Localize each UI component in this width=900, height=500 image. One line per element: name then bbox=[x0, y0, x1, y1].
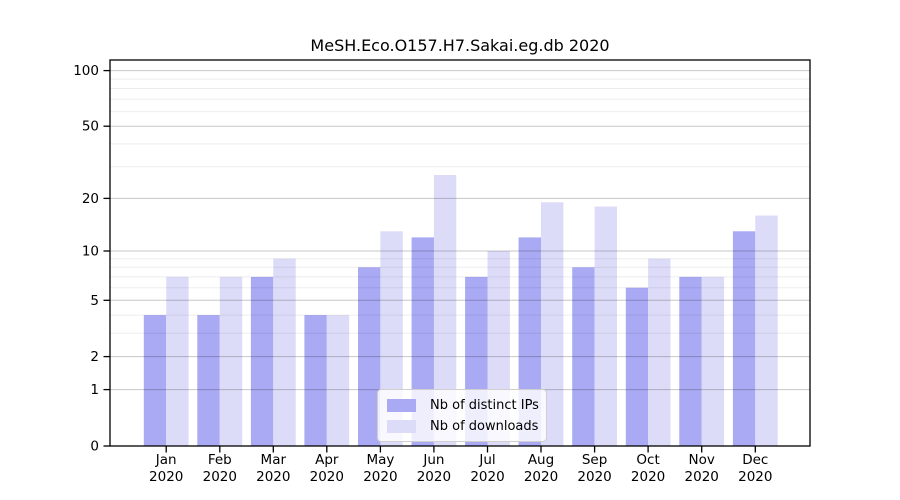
x-tick-label-year: 2020 bbox=[363, 469, 397, 485]
x-tick-label-year: 2020 bbox=[256, 469, 290, 485]
x-tick-label-month: Dec bbox=[742, 452, 768, 468]
x-tick-label-month: Feb bbox=[208, 452, 232, 468]
y-tick-label: 100 bbox=[73, 63, 99, 79]
bar-mar-distinct-ips bbox=[250, 276, 274, 446]
y-tick-label: 1 bbox=[90, 382, 99, 398]
y-tick-label: 50 bbox=[82, 119, 99, 135]
x-tick-label-year: 2020 bbox=[685, 469, 719, 485]
x-tick-label-month: Aug bbox=[528, 452, 554, 468]
bar-jun-downloads bbox=[433, 175, 457, 446]
x-tick-label-month: May bbox=[366, 452, 394, 468]
legend-swatch-distinct-ips bbox=[387, 398, 416, 412]
x-tick-label-year: 2020 bbox=[310, 469, 344, 485]
x-tick-label-month: Oct bbox=[636, 452, 659, 468]
bar-nov-downloads bbox=[701, 276, 725, 446]
legend-item-distinct-ips: Nb of distinct IPs bbox=[387, 395, 546, 415]
bar-oct-downloads bbox=[648, 258, 671, 446]
bar-feb-distinct-ips bbox=[197, 315, 220, 446]
x-tick-label-month: Mar bbox=[261, 452, 287, 468]
bar-apr-downloads bbox=[326, 315, 350, 446]
axes-layer: 0125102050100Jan2020Feb2020Mar2020Apr202… bbox=[73, 59, 811, 485]
y-tick-label: 0 bbox=[90, 439, 99, 455]
legend-swatch-downloads bbox=[387, 419, 416, 433]
x-tick-label-month: Jun bbox=[422, 452, 444, 468]
legend-item-downloads: Nb of downloads bbox=[387, 416, 546, 436]
x-tick-label-month: Sep bbox=[582, 452, 607, 468]
x-tick-label-year: 2020 bbox=[631, 469, 665, 485]
bar-aug-downloads bbox=[541, 202, 564, 446]
x-tick-label-year: 2020 bbox=[577, 469, 611, 485]
x-tick-label-month: Nov bbox=[689, 452, 715, 468]
x-tick-label-year: 2020 bbox=[417, 469, 451, 485]
bar-apr-distinct-ips bbox=[304, 315, 327, 446]
bar-feb-downloads bbox=[219, 276, 243, 446]
x-tick-label-year: 2020 bbox=[738, 469, 772, 485]
x-tick-label-year: 2020 bbox=[149, 469, 183, 485]
bar-sep-distinct-ips bbox=[572, 267, 595, 446]
bar-dec-distinct-ips bbox=[732, 231, 756, 446]
x-tick-label-year: 2020 bbox=[203, 469, 237, 485]
y-tick-label: 2 bbox=[90, 349, 99, 365]
x-tick-label-month: Jul bbox=[478, 452, 495, 468]
bar-jan-distinct-ips bbox=[143, 315, 167, 446]
bar-jan-downloads bbox=[166, 276, 189, 446]
y-tick-label: 20 bbox=[82, 191, 99, 207]
legend: Nb of distinct IPs Nb of downloads bbox=[377, 389, 547, 442]
legend-label-distinct-ips: Nb of distinct IPs bbox=[430, 397, 539, 413]
y-tick-label: 5 bbox=[90, 293, 99, 309]
legend-label-downloads: Nb of downloads bbox=[430, 418, 539, 434]
bar-sep-downloads bbox=[594, 206, 617, 446]
plot-frame bbox=[109, 59, 811, 447]
y-tick-label: 10 bbox=[82, 244, 99, 260]
chart-title: MeSH.Eco.O157.H7.Sakai.eg.db 2020 bbox=[310, 36, 610, 55]
bar-may-distinct-ips bbox=[358, 267, 381, 446]
bar-nov-distinct-ips bbox=[679, 276, 702, 446]
x-tick-label-month: Apr bbox=[315, 452, 339, 468]
x-tick-label-year: 2020 bbox=[524, 469, 558, 485]
x-tick-label-month: Jan bbox=[155, 452, 177, 468]
bar-oct-distinct-ips bbox=[625, 287, 649, 446]
bar-mar-downloads bbox=[273, 258, 296, 446]
x-tick-label-year: 2020 bbox=[470, 469, 504, 485]
bar-dec-downloads bbox=[755, 215, 778, 446]
grid-layer bbox=[110, 70, 810, 391]
